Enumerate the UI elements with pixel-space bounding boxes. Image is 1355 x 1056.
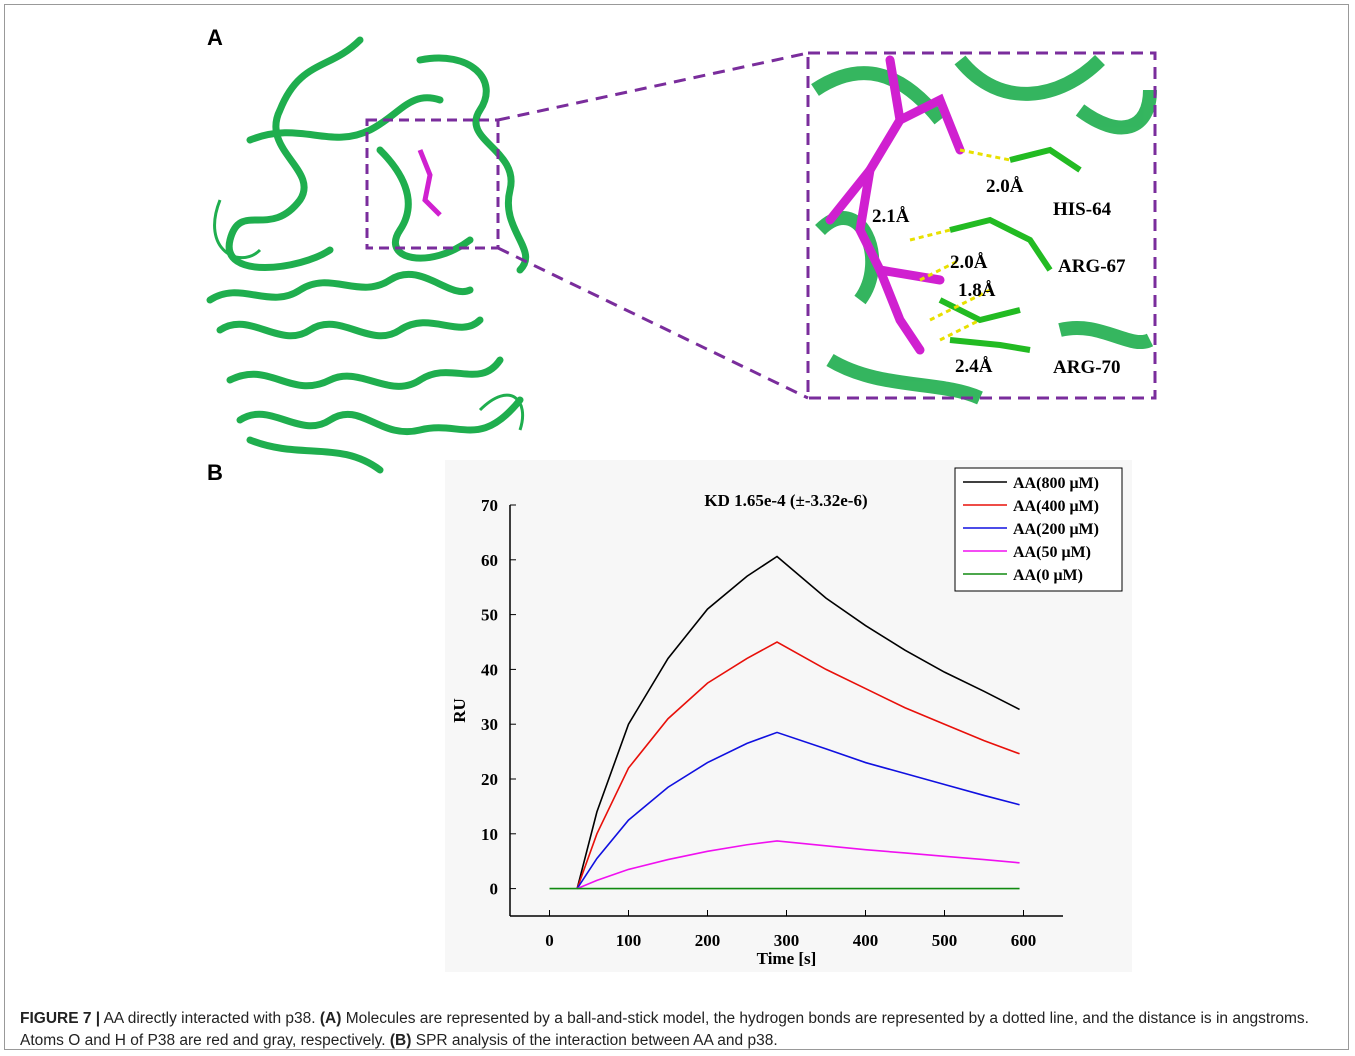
distance-label: 2.4Å [955,356,993,377]
y-tick-label: 50 [481,606,498,625]
residue-label: HIS-64 [1053,199,1112,220]
protein-ribbon [210,40,526,470]
y-axis-label: RU [450,698,469,723]
zoom-box [367,120,498,248]
y-tick-label: 40 [481,660,498,679]
chart-title: KD 1.65e-4 (±-3.32e-6) [704,491,867,510]
distance-label: 2.1Å [872,206,910,227]
distance-label: 2.0Å [950,252,988,273]
x-tick-label: 0 [545,931,554,950]
x-tick-label: 300 [774,931,800,950]
legend-label: AA(400 μM) [1013,498,1099,515]
y-tick-label: 60 [481,551,498,570]
x-axis-label: Time [s] [757,949,817,968]
caption-label: FIGURE 7 | [20,1010,100,1027]
y-tick-label: 0 [490,880,499,899]
caption-text: AA directly interacted with p38. [104,1010,316,1027]
y-tick-label: 20 [481,770,498,789]
panel-label: B [207,460,223,485]
y-tick-label: 10 [481,825,498,844]
protein-loop [215,200,523,430]
x-tick-label: 200 [695,931,721,950]
page: A B HIS-6 [0,0,1355,1056]
zoom-detail [815,60,1150,398]
x-tick-label: 400 [853,931,879,950]
caption: FIGURE 7 | AA directly interacted with p… [20,1008,1330,1052]
caption-label: (A) [320,1010,342,1027]
zoom-connector [498,53,808,120]
x-tick-label: 500 [932,931,958,950]
x-tick-label: 600 [1011,931,1037,950]
zoom-connector [498,248,808,398]
residue-label: ARG-70 [1053,357,1121,378]
y-tick-label: 30 [481,715,498,734]
ligand-small [420,150,440,215]
caption-text: SPR analysis of the interaction between … [416,1032,778,1049]
legend-label: AA(200 μM) [1013,521,1099,538]
y-tick-label: 70 [481,496,498,515]
figure: A B HIS-6 [0,0,1355,1000]
residue-label: ARG-67 [1058,256,1126,277]
x-tick-label: 100 [616,931,642,950]
legend-label: AA(50 μM) [1013,544,1091,561]
panel-label: A [207,25,223,50]
legend-label: AA(0 μM) [1013,567,1083,584]
distance-label: 1.8Å [958,280,996,301]
caption-label: (B) [390,1032,412,1049]
distance-label: 2.0Å [986,176,1024,197]
legend-label: AA(800 μM) [1013,475,1099,492]
